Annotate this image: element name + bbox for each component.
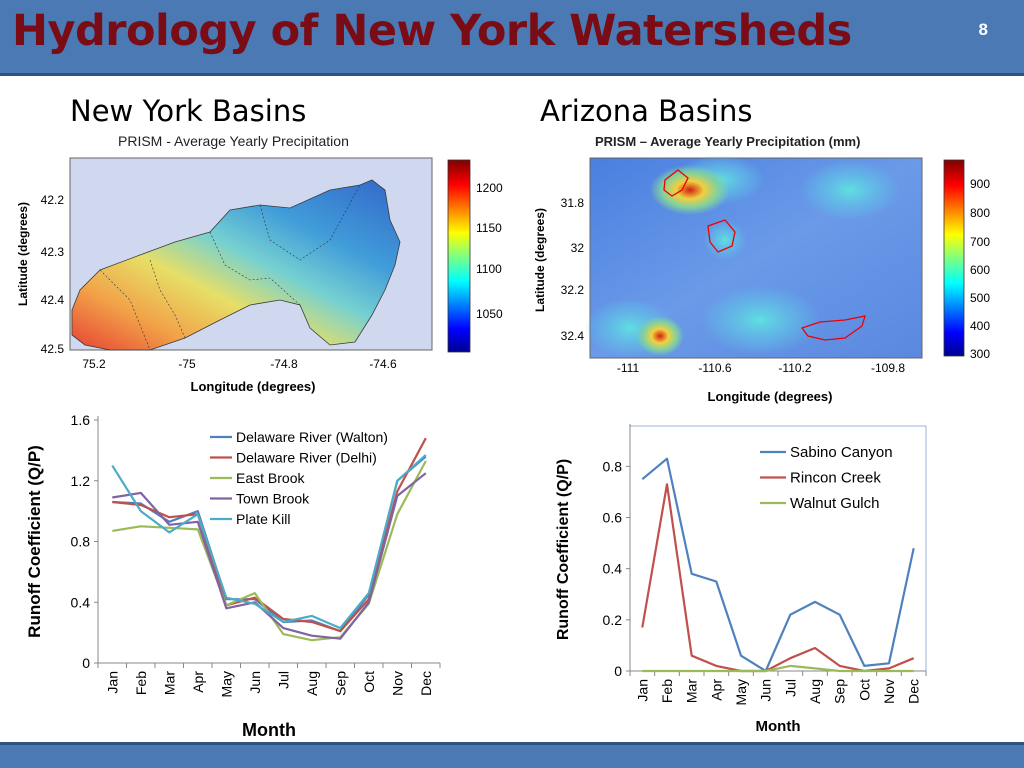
- y-tick-label: 0.2: [603, 612, 623, 628]
- x-tick-label: Sep: [332, 671, 348, 696]
- y-tick-label: 1.6: [71, 412, 91, 428]
- ny-lon-tick: -74.6: [369, 357, 397, 371]
- ny-lat-tick: 42.4: [41, 293, 65, 307]
- az-basin-outline-sabino: [663, 169, 689, 197]
- legend-entry: East Brook: [236, 470, 305, 486]
- slide-number: 8: [978, 20, 988, 39]
- ny-lon-tick: 75.2: [82, 357, 106, 371]
- x-tick-label: Oct: [856, 679, 872, 701]
- ny-map-xlabel: Longitude (degrees): [191, 379, 316, 394]
- x-tick-label: Feb: [133, 671, 149, 695]
- legend-entry: Delaware River (Walton): [236, 429, 388, 445]
- legend-entry: Sabino Canyon: [790, 444, 893, 461]
- ny-lat-tick: 42.5: [41, 342, 65, 356]
- y-tick-label: 0: [614, 663, 622, 679]
- az-basin-outline-walnut: [800, 315, 866, 341]
- series-line: [111, 454, 427, 630]
- az-runoff-chart: 0 0.2 0.4 0.6 0.8 Jan Feb Mar Apr May Jun Jul Aug Sep…: [555, 424, 927, 735]
- y-tick-label: 0.8: [71, 534, 91, 550]
- az-map-xlabel: Longitude (degrees): [708, 389, 833, 404]
- az-map-ylabel: Latitude (degrees): [533, 208, 547, 312]
- ny-colorbar-tick: 1200: [476, 181, 503, 195]
- y-tick-label: 0.8: [603, 458, 623, 474]
- x-tick-label: Apr: [708, 679, 724, 701]
- x-tick-label: Jul: [782, 679, 798, 697]
- x-tick-label: Jun: [758, 679, 774, 702]
- az-colorbar-tick: 800: [970, 206, 990, 220]
- x-tick-label: Aug: [807, 679, 823, 704]
- az-lon-tick: -109.8: [871, 361, 905, 375]
- az-precip-map: 900 800 700 600 500 400 300 31.8 32 32.2…: [533, 155, 990, 404]
- az-lon-tick: -110.6: [698, 361, 731, 375]
- series-line: [112, 472, 427, 640]
- legend-entry: Town Brook: [236, 491, 310, 507]
- y-tick-label: 0.4: [603, 561, 623, 577]
- az-map-title: PRISM – Average Yearly Precipitation (mm…: [595, 134, 861, 149]
- x-tick-label: Feb: [659, 679, 675, 703]
- x-tick-label: Nov: [881, 679, 897, 704]
- slide-title: Hydrology of New York Watersheds: [12, 6, 852, 56]
- az-colorbar-tick: 500: [970, 291, 990, 305]
- x-tick-label: Dec: [906, 679, 922, 704]
- ny-lat-tick: 42.2: [41, 193, 65, 207]
- ny-map-title: PRISM - Average Yearly Precipitation: [118, 133, 349, 149]
- ny-map-ylabel: Latitude (degrees): [16, 202, 30, 306]
- x-axis-label: Month: [756, 718, 801, 735]
- x-tick-label: Jan: [104, 671, 120, 694]
- legend-entry: Plate Kill: [236, 511, 290, 527]
- az-colorbar-tick: 300: [970, 347, 990, 361]
- az-lat-tick: 32.2: [561, 283, 585, 297]
- ny-precip-map: 1200 1150 1100 1050 42.2 42.3 42.4 42.5 …: [16, 157, 503, 394]
- az-colorbar-tick: 400: [970, 319, 990, 333]
- x-tick-label: Oct: [361, 671, 377, 693]
- az-colorbar: [943, 159, 965, 357]
- ny-section-heading: New York Basins: [70, 94, 307, 128]
- legend-entry: Rincon Creek: [790, 470, 881, 487]
- az-basin-outline-rincon: [707, 219, 736, 253]
- ny-colorbar: [447, 159, 471, 353]
- ny-lat-tick: 42.3: [41, 245, 65, 259]
- x-tick-label: Nov: [389, 671, 405, 696]
- chart-plot-frame: [629, 425, 927, 672]
- x-tick-label: May: [733, 679, 749, 705]
- az-colorbar-tick: 600: [970, 263, 990, 277]
- legend-entry: Walnut Gulch: [790, 495, 879, 512]
- az-colorbar-tick: 700: [970, 235, 990, 249]
- ny-lon-tick: -75: [178, 357, 196, 371]
- x-tick-label: Sep: [832, 679, 848, 704]
- slide-footer: [0, 742, 1024, 768]
- y-tick-label: 0.6: [603, 510, 623, 526]
- x-tick-label: Mar: [684, 679, 700, 703]
- y-axis-label: Runoff Coefficient (Q/P): [25, 445, 44, 638]
- x-tick-label: Dec: [418, 671, 434, 696]
- x-tick-label: May: [218, 671, 234, 697]
- series-line: [642, 664, 914, 673]
- x-tick-label: Jan: [634, 679, 650, 702]
- az-lat-tick: 32: [571, 241, 585, 255]
- ny-lon-tick: -74.8: [270, 357, 298, 371]
- x-axis-label: Month: [242, 720, 296, 740]
- x-tick-label: Mar: [161, 671, 177, 695]
- az-lon-tick: -111: [617, 361, 640, 375]
- slide-header: Hydrology of New York Watersheds 8: [0, 0, 1024, 76]
- ny-runoff-chart: 0 0.4 0.8 1.2 1.6 Jan Feb Mar Apr May Jun Jul Aug Sep…: [25, 412, 441, 740]
- az-lon-tick: -110.2: [778, 361, 811, 375]
- y-tick-label: 0: [82, 655, 90, 671]
- x-tick-label: Aug: [304, 671, 320, 696]
- az-lat-tick: 32.4: [561, 329, 585, 343]
- az-section-heading: Arizona Basins: [540, 94, 753, 128]
- x-tick-label: Apr: [190, 671, 206, 693]
- legend-entry: Delaware River (Delhi): [236, 450, 377, 466]
- az-lat-tick: 31.8: [561, 196, 585, 210]
- x-tick-label: Jun: [247, 671, 263, 694]
- ny-colorbar-tick: 1100: [476, 262, 502, 276]
- ny-colorbar-tick: 1150: [476, 221, 502, 235]
- series-line: [641, 457, 915, 673]
- ny-colorbar-tick: 1050: [476, 307, 503, 321]
- y-tick-label: 1.2: [71, 473, 91, 489]
- y-tick-label: 0.4: [71, 594, 91, 610]
- y-axis-label: Runoff Coefficient (Q/P): [555, 459, 572, 640]
- x-tick-label: Jul: [275, 671, 291, 689]
- az-colorbar-tick: 900: [970, 177, 990, 191]
